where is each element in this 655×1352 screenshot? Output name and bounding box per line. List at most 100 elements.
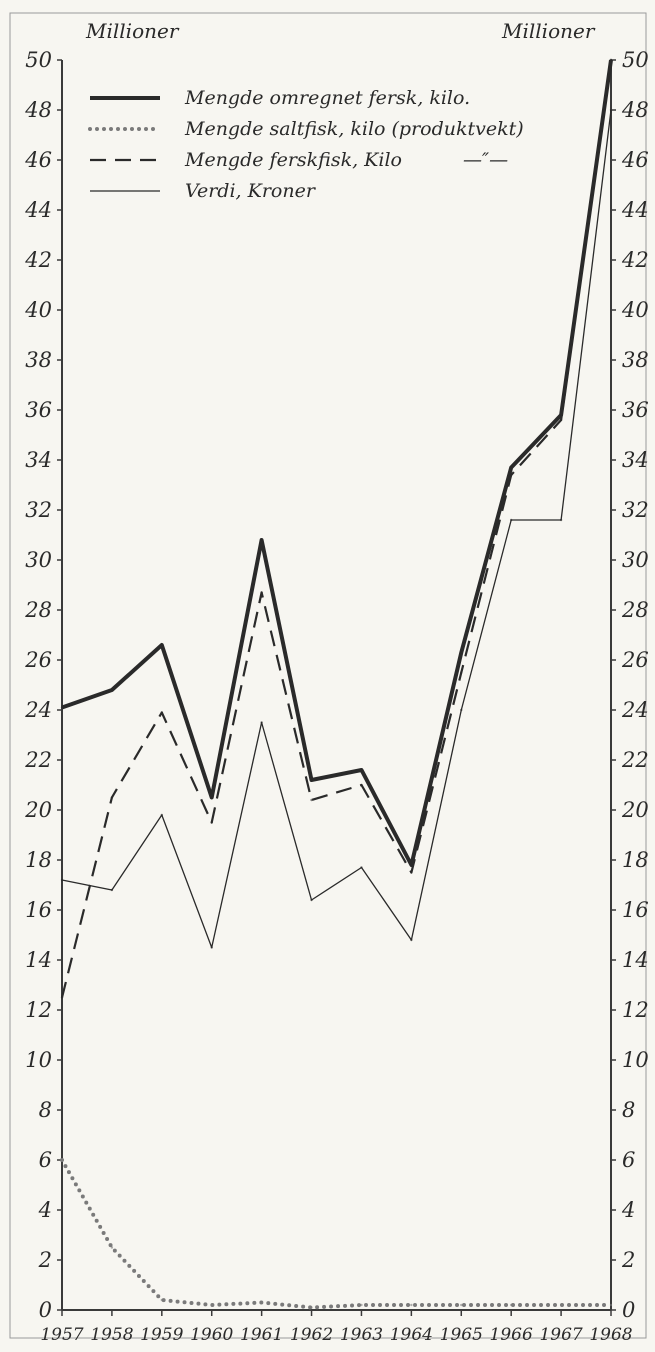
- right-tick-label: 14: [622, 948, 649, 972]
- left-tick-label: 20: [24, 798, 52, 822]
- x-tick-label: 1967: [539, 1325, 582, 1345]
- data-point: [260, 538, 263, 542]
- left-unit-label: Millioner: [85, 19, 180, 43]
- series-group: [60, 58, 613, 1310]
- left-tick-label: 0: [39, 1298, 52, 1322]
- right-tick-label: 42: [621, 248, 649, 272]
- right-tick-label: 12: [622, 998, 649, 1022]
- right-unit-label: Millioner: [501, 19, 596, 43]
- data-point: [160, 813, 164, 817]
- data-point: [460, 1303, 463, 1307]
- data-point: [260, 591, 263, 594]
- right-tick-label: 38: [622, 348, 649, 372]
- data-point: [559, 418, 563, 422]
- data-point: [609, 58, 613, 62]
- x-tick-label: 1957: [40, 1325, 83, 1345]
- left-tick-label: 12: [25, 998, 52, 1022]
- left-tick-label: 26: [24, 648, 52, 672]
- right-tick-label: 18: [622, 848, 649, 872]
- right-tick-label: 28: [621, 598, 649, 622]
- data-point: [460, 671, 463, 674]
- data-point: [559, 413, 563, 417]
- x-tick-label: 1965: [440, 1325, 483, 1345]
- legend-label: Mengde saltfisk, kilo (produktvekt): [184, 118, 524, 140]
- series-line-thin-solid: [61, 109, 612, 949]
- right-tick-label: 0: [622, 1298, 635, 1322]
- left-tick-label: 34: [25, 448, 52, 472]
- right-tick-label: 16: [622, 898, 649, 922]
- left-tick-label: 14: [25, 948, 52, 972]
- left-tick-label: 2: [38, 1248, 52, 1272]
- series-line-dotted: [60, 1158, 613, 1310]
- right-tick-label: 48: [621, 98, 649, 122]
- left-tick-label: 48: [24, 98, 52, 122]
- right-tick-label: 30: [622, 548, 649, 572]
- data-point: [110, 688, 114, 692]
- right-tick-label: 4: [621, 1198, 635, 1222]
- data-point: [110, 888, 114, 892]
- right-tick-label: 8: [622, 1098, 635, 1122]
- right-tick-label: 46: [621, 148, 649, 172]
- x-tick-label: 1963: [340, 1325, 383, 1345]
- data-point: [260, 1301, 263, 1304]
- data-point: [60, 878, 64, 882]
- left-tick-label: 36: [25, 398, 52, 422]
- data-point: [210, 821, 213, 824]
- right-tick-label: 2: [621, 1248, 635, 1272]
- x-tick-label: 1966: [490, 1325, 533, 1345]
- data-point: [210, 946, 213, 949]
- right-tick-label: 24: [621, 698, 649, 722]
- data-point: [160, 1298, 164, 1302]
- left-tick-label: 30: [25, 548, 52, 572]
- left-tick-label: 28: [24, 598, 52, 622]
- data-point: [410, 1303, 413, 1307]
- right-tick-label: 50: [622, 48, 649, 72]
- data-point: [210, 1303, 213, 1307]
- series-line-thick-solid: [61, 59, 613, 867]
- data-point: [310, 778, 313, 782]
- legend-label: Mengde ferskfisk, Kilo: [184, 149, 402, 171]
- left-tick-label: 24: [24, 698, 52, 722]
- left-tick-label: 8: [39, 1098, 52, 1122]
- data-point: [609, 108, 613, 112]
- data-point: [460, 651, 463, 654]
- x-tick-label: 1968: [589, 1325, 632, 1345]
- data-point: [509, 466, 513, 469]
- data-point: [310, 898, 313, 902]
- left-tick-label: 10: [25, 1048, 52, 1072]
- right-tick-label: 26: [621, 648, 649, 672]
- left-tick-label: 46: [24, 148, 52, 172]
- data-point: [360, 1303, 363, 1307]
- right-tick-label: 32: [622, 498, 649, 522]
- data-point: [509, 1303, 513, 1307]
- data-point: [60, 996, 64, 999]
- data-point: [410, 871, 413, 874]
- data-point: [60, 706, 64, 709]
- x-tick-label: 1958: [90, 1325, 133, 1345]
- data-point: [210, 796, 213, 799]
- right-tick-label: 10: [622, 1048, 649, 1072]
- left-tick-label: 38: [25, 348, 52, 372]
- legend-ditto-mark: —″—: [463, 149, 508, 171]
- data-point: [460, 708, 463, 712]
- data-point: [60, 1158, 64, 1162]
- right-tick-label: 36: [622, 398, 649, 422]
- x-tick-label: 1961: [240, 1325, 283, 1345]
- right-tick-label: 22: [621, 748, 649, 772]
- data-point: [509, 518, 513, 522]
- legend-label: Mengde omregnet fersk, kilo.: [184, 87, 470, 109]
- right-tick-label: 40: [621, 298, 649, 322]
- data-point: [360, 866, 363, 869]
- data-point: [559, 1303, 563, 1307]
- left-tick-label: 40: [24, 298, 52, 322]
- left-tick-label: 42: [24, 248, 52, 272]
- left-tick-label: 18: [25, 848, 52, 872]
- data-point: [310, 1306, 313, 1309]
- left-tick-label: 44: [24, 198, 52, 222]
- left-tick-label: 32: [25, 498, 52, 522]
- right-tick-label: 6: [622, 1148, 635, 1172]
- left-tick-label: 4: [38, 1198, 52, 1222]
- left-tick-label: 6: [39, 1148, 52, 1172]
